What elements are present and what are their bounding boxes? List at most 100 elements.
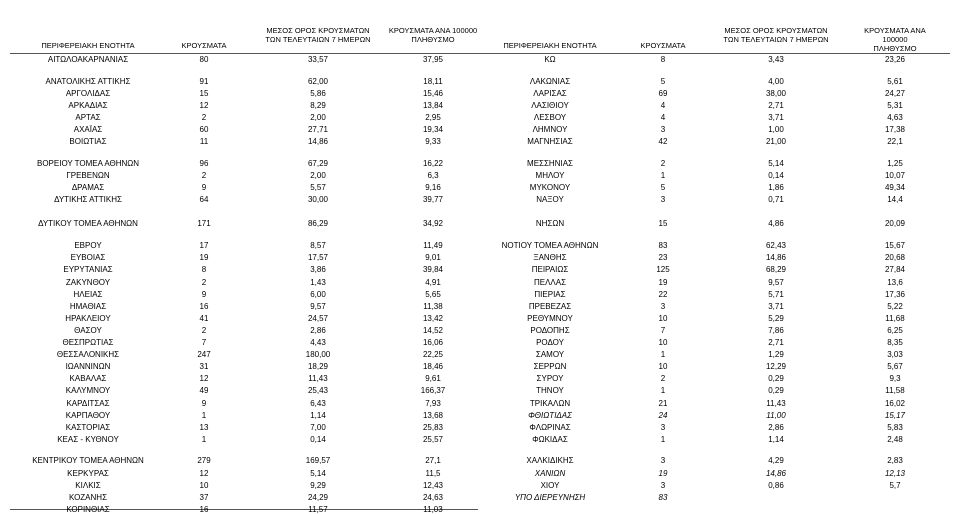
region-name: ΣΥΡΟΥ bbox=[536, 374, 564, 384]
cell-value: 4 bbox=[660, 112, 666, 122]
cell-value: 7 bbox=[201, 338, 207, 347]
region-name: ΑΡΤΑΣ bbox=[75, 112, 101, 122]
cell-value: 10,07 bbox=[884, 170, 906, 180]
cell-value: 2 bbox=[201, 325, 207, 335]
cell-value: 69 bbox=[658, 88, 668, 98]
cell-value: 2 bbox=[660, 158, 666, 168]
region-name: ΚΟΖΑΝΗΣ bbox=[68, 492, 108, 502]
cell-value: 5,86 bbox=[310, 88, 326, 98]
cell-value: 8 bbox=[201, 265, 207, 275]
cell-value: 2,48 bbox=[887, 434, 903, 444]
column-header: ΠΕΡΙΦΕΡΕΙΑΚΗ ΕΝΟΤΗΤΑ bbox=[41, 41, 135, 50]
cell-value: 10 bbox=[658, 362, 668, 372]
region-name: ΤΗΝΟΥ bbox=[536, 386, 564, 396]
cell-value: 9,3 bbox=[889, 374, 901, 384]
cell-value: 0,86 bbox=[768, 480, 784, 490]
cell-value: 5,31 bbox=[887, 100, 903, 110]
region-name: ΑΝΑΤΟΛΙΚΗΣ ΑΤΤΙΚΗΣ bbox=[45, 76, 131, 86]
cell-value: 5,67 bbox=[887, 362, 903, 372]
region-name: ΡΟΔΟΥ bbox=[536, 338, 564, 347]
column-header: ΚΡΟΥΣΜΑΤΑ ΑΝΑ 100000 ΠΛΗΘΥΣΜΟ bbox=[864, 26, 926, 53]
region-name: ΕΒΡΟΥ bbox=[74, 241, 102, 251]
column-header: ΠΕΡΙΦΕΡΕΙΑΚΗ ΕΝΟΤΗΤΑ bbox=[503, 41, 597, 50]
column-header: ΜΕΣΟΣ ΟΡΟΣ ΚΡΟΥΣΜΑΤΩΝ ΤΩΝ ΤΕΛΕΥΤΑΙΩΝ 7 Η… bbox=[265, 26, 371, 44]
region-name: ΚΟΡΙΝΘΙΑΣ bbox=[66, 504, 110, 514]
region-name: ΦΛΩΡΙΝΑΣ bbox=[529, 422, 571, 432]
cell-value: 22 bbox=[658, 289, 668, 299]
cell-value: 96 bbox=[199, 158, 209, 168]
cell-value: 27,71 bbox=[307, 125, 329, 134]
cell-value: 6,25 bbox=[887, 325, 903, 335]
region-name: ΗΛΕΙΑΣ bbox=[73, 289, 103, 299]
cell-value: 83 bbox=[658, 492, 668, 502]
cell-value: 3 bbox=[660, 456, 666, 466]
cell-value: 3,43 bbox=[768, 55, 784, 64]
cell-value: 24,27 bbox=[884, 88, 906, 98]
region-name: ΚΑΡΠΑΘΟΥ bbox=[65, 410, 111, 420]
cell-value: 7,86 bbox=[768, 325, 784, 335]
cell-value: 37,95 bbox=[422, 55, 444, 64]
column-header: ΚΡΟΥΣΜΑΤΑ bbox=[640, 41, 686, 50]
cell-value: 166,37 bbox=[420, 386, 446, 396]
cell-value: 247 bbox=[197, 350, 211, 360]
cell-value: 13,6 bbox=[887, 277, 903, 287]
cell-value: 8,29 bbox=[310, 100, 326, 110]
region-name: ΙΩΑΝΝΙΝΩΝ bbox=[65, 362, 111, 372]
cell-value: 3,71 bbox=[768, 112, 784, 122]
cell-value: 15 bbox=[199, 88, 209, 98]
cell-value: 27,84 bbox=[884, 265, 906, 275]
region-name: ΒΟΙΩΤΙΑΣ bbox=[69, 137, 107, 147]
cell-value: 1,43 bbox=[310, 277, 326, 287]
cell-value: 17,57 bbox=[307, 253, 329, 263]
cell-value: 2 bbox=[201, 112, 207, 122]
region-name: ΠΕΙΡΑΙΩΣ bbox=[531, 265, 569, 275]
region-name: ΠΡΕΒΕΖΑΣ bbox=[528, 301, 572, 311]
region-name: ΗΡΑΚΛΕΙΟΥ bbox=[65, 313, 111, 323]
cell-value: 2,86 bbox=[768, 422, 784, 432]
region-name: ΘΑΣΟΥ bbox=[74, 325, 102, 335]
cell-value: 18,11 bbox=[423, 76, 443, 86]
cell-value: 11,68 bbox=[885, 313, 905, 323]
cell-value: 64 bbox=[199, 195, 209, 204]
cell-value: 11 bbox=[199, 137, 209, 147]
cell-value: 10 bbox=[658, 338, 668, 347]
column-header: ΜΕΣΟΣ ΟΡΟΣ ΚΡΟΥΣΜΑΤΩΝ ΤΩΝ ΤΕΛΕΥΤΑΙΩΝ 7 Η… bbox=[723, 26, 829, 44]
cell-value: 9,01 bbox=[425, 253, 441, 263]
cell-value: 12,43 bbox=[422, 480, 444, 490]
cell-value: 27,1 bbox=[425, 456, 441, 466]
cell-value: 3 bbox=[660, 195, 666, 204]
cell-value: 49,34 bbox=[884, 182, 906, 192]
cell-value: 9,57 bbox=[768, 277, 784, 287]
cell-value: 279 bbox=[197, 456, 211, 466]
cell-value: 5,65 bbox=[425, 289, 441, 299]
cell-value: 9,29 bbox=[310, 480, 326, 490]
cell-value: 22,1 bbox=[887, 137, 903, 147]
cell-value: 3,86 bbox=[310, 265, 326, 275]
region-name: ΛΑΚΩΝΙΑΣ bbox=[529, 76, 571, 86]
cell-value: 9,57 bbox=[310, 301, 326, 311]
cell-value: 11,03 bbox=[423, 504, 443, 514]
cell-value: 16,22 bbox=[422, 158, 444, 168]
region-name: ΚΙΛΚΙΣ bbox=[75, 480, 101, 490]
cell-value: 2,95 bbox=[425, 112, 441, 122]
cell-value: 2,00 bbox=[310, 170, 326, 180]
cell-value: 9,61 bbox=[425, 374, 441, 384]
region-name: ΘΕΣΣΑΛΟΝΙΚΗΣ bbox=[56, 350, 120, 360]
cell-value: 1,14 bbox=[768, 434, 784, 444]
region-name: ΒΟΡΕΙΟΥ ΤΟΜΕΑ ΑΘΗΝΩΝ bbox=[36, 158, 140, 168]
cell-value: 125 bbox=[656, 265, 670, 275]
region-name: ΗΜΑΘΙΑΣ bbox=[69, 301, 107, 311]
region-name: ΛΑΡΙΣΑΣ bbox=[533, 88, 567, 98]
region-name: ΚΕΡΚΥΡΑΣ bbox=[67, 468, 109, 478]
cell-value: 23,26 bbox=[884, 55, 906, 64]
cell-value: 5,14 bbox=[310, 468, 326, 478]
cell-value: 20,09 bbox=[884, 219, 906, 229]
cell-value: 180,00 bbox=[305, 350, 331, 360]
cell-value: 5,29 bbox=[768, 313, 784, 323]
cell-value: 31 bbox=[199, 362, 209, 372]
region-name: ΧΑΝΙΩΝ bbox=[534, 468, 566, 478]
cell-value: 9 bbox=[201, 182, 207, 192]
region-name: ΚΑΛΥΜΝΟΥ bbox=[65, 386, 111, 396]
cell-value: 6,00 bbox=[310, 289, 326, 299]
